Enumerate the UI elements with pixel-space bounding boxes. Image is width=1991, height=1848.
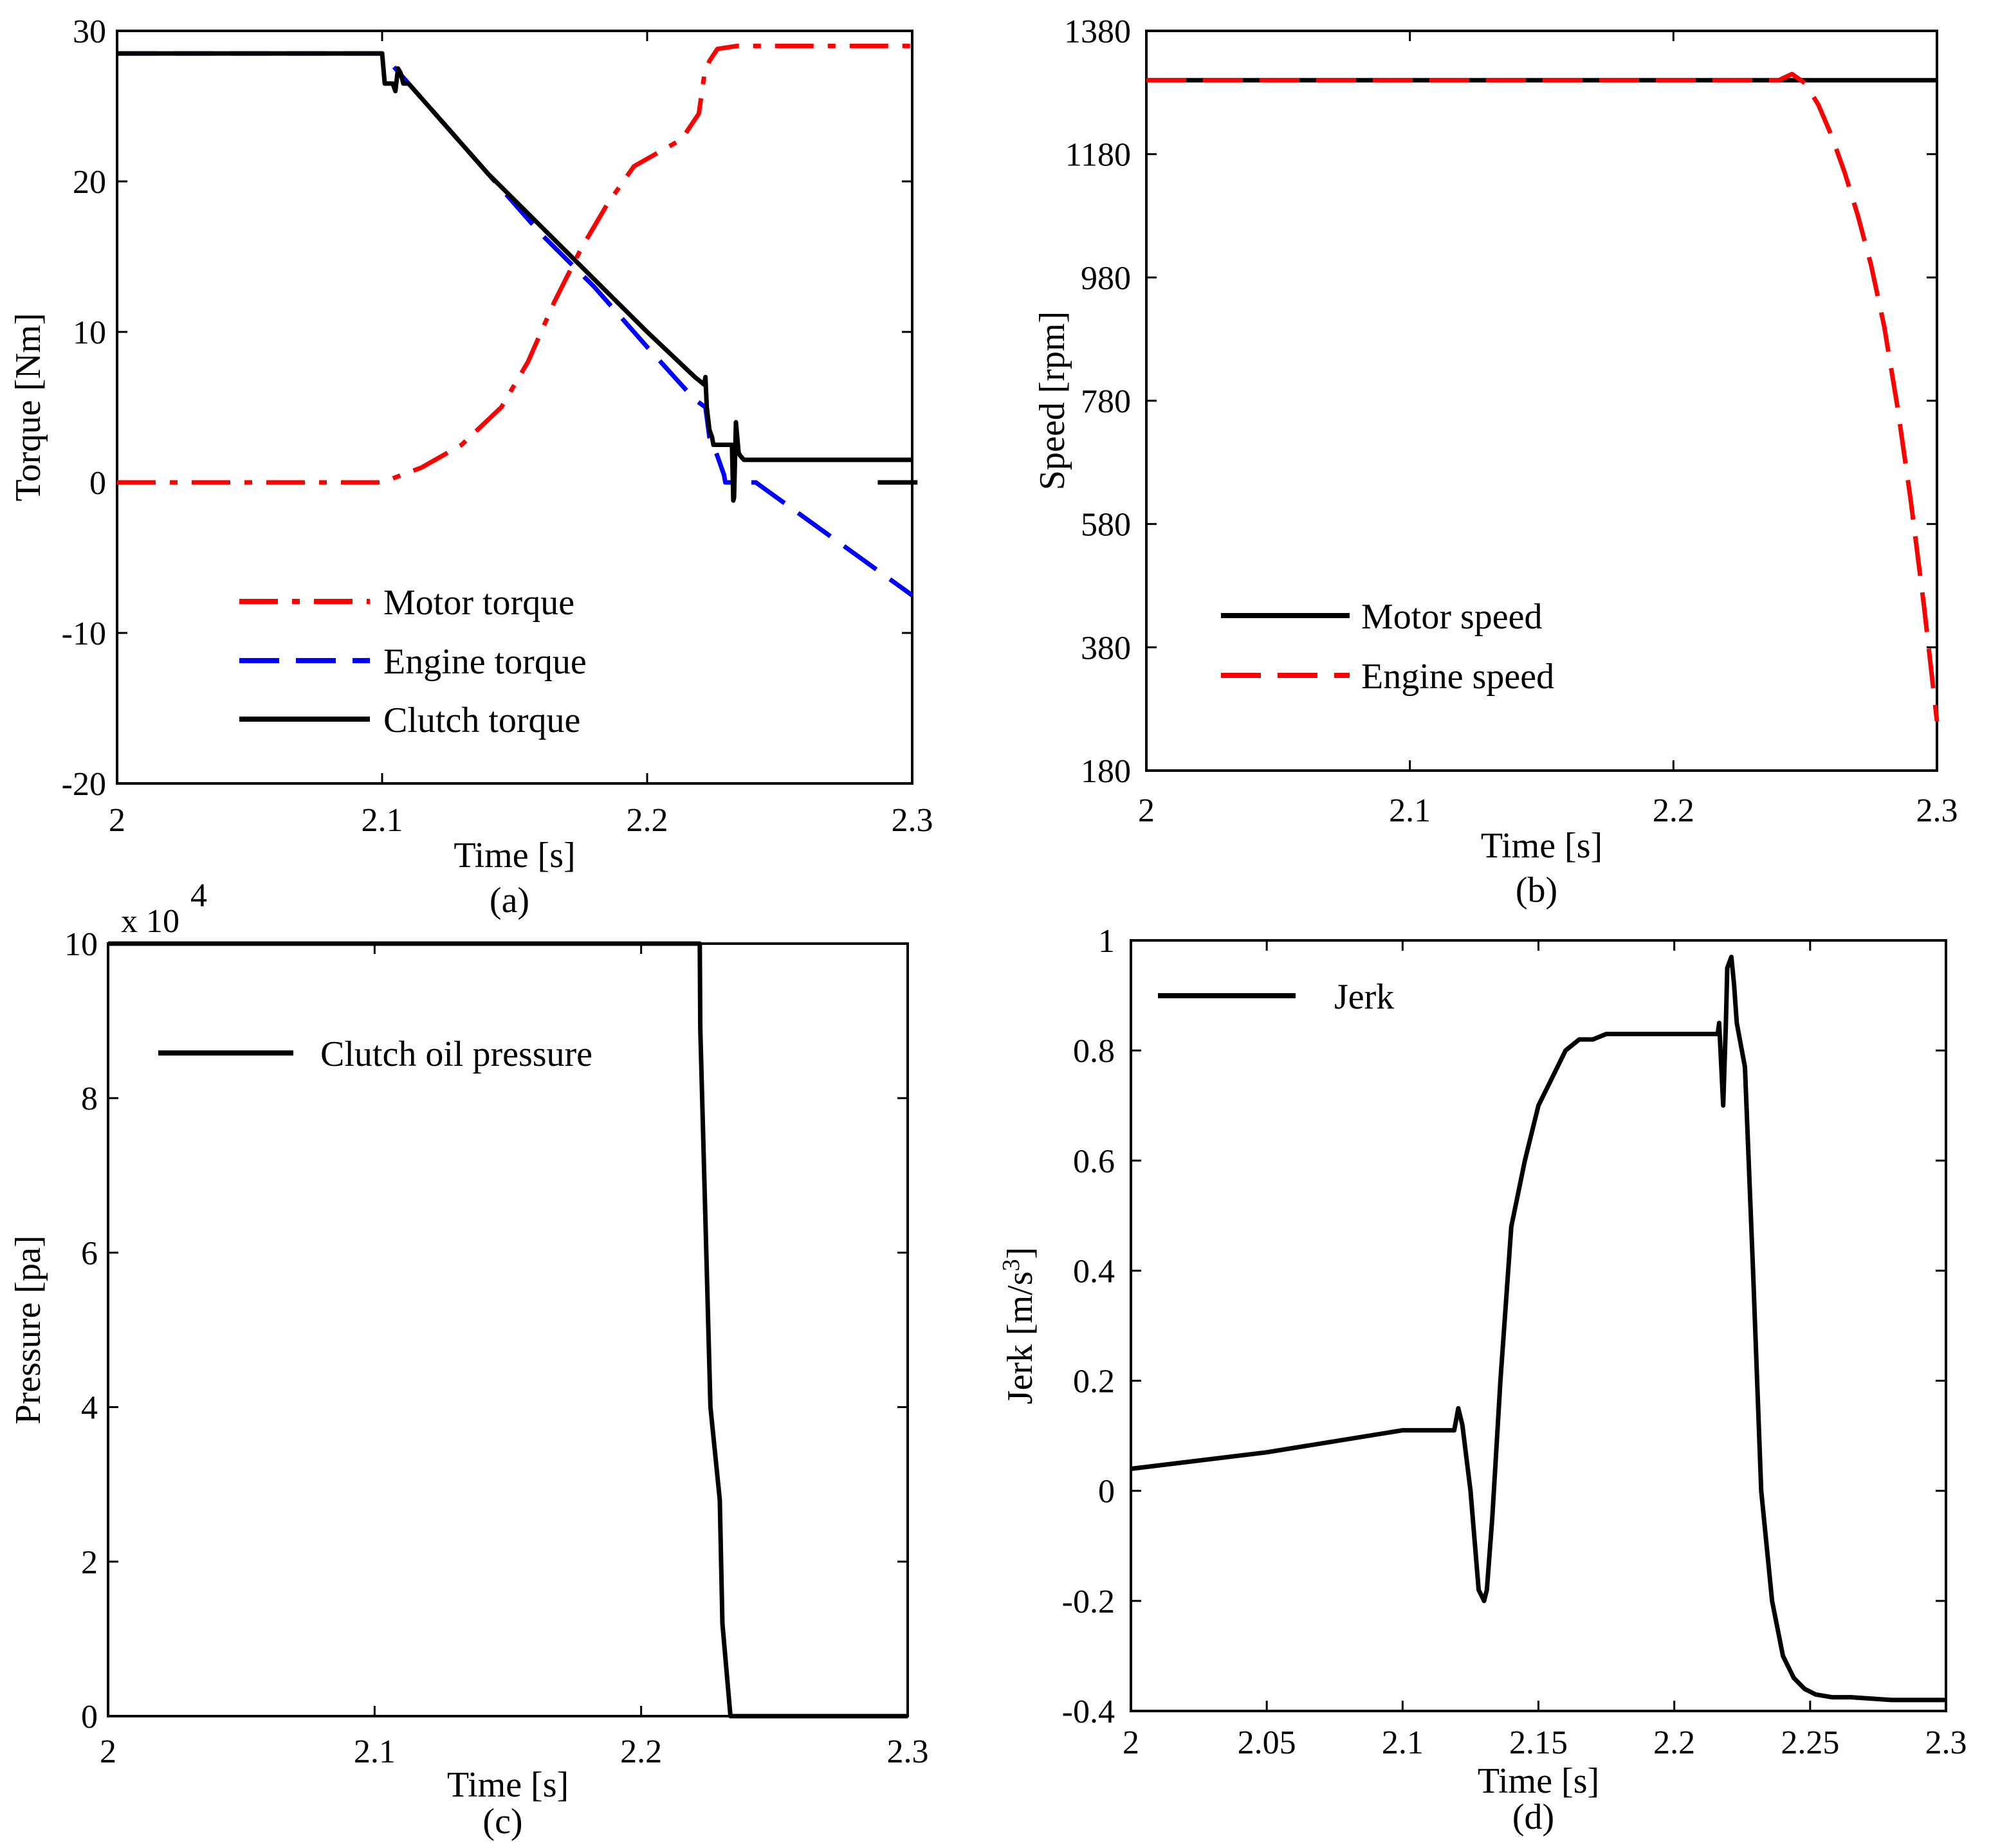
y-multiplier-label: x 10 — [121, 903, 179, 940]
x-tick-label: 2 — [100, 1734, 116, 1770]
chart-panel-2: 2 2.1 2.2 2.3 180 380 580 780 980 1180 1380 Time [s… — [1032, 14, 1958, 910]
series-line-motor-torque — [117, 43, 912, 485]
y-tick-label: 380 — [1081, 630, 1131, 666]
x-tick-label: 2.25 — [1781, 1724, 1839, 1761]
chart-panel-4: 2 2.05 2.1 2.15 2.2 2.25 2.3 -0.4 -0.2 0 0.2 0.4 0.6… — [998, 923, 1967, 1837]
y-tick-label: 980 — [1081, 260, 1131, 297]
x-tick-label: 2.2 — [1653, 1724, 1695, 1761]
y-tick-label: 780 — [1081, 383, 1131, 420]
y-tick-label: 1380 — [1064, 14, 1131, 50]
legend-label: Clutch oil pressure — [320, 1034, 592, 1074]
y-tick-label: -10 — [62, 616, 106, 652]
x-tick-label: 2.1 — [354, 1734, 396, 1770]
x-tick-label: 2.2 — [620, 1734, 662, 1770]
x-tick-label: 2.1 — [1382, 1724, 1424, 1761]
x-tick-label: 2.3 — [892, 802, 933, 839]
y-tick-label: -0.2 — [1062, 1584, 1115, 1620]
x-tick-label: 2.1 — [362, 802, 403, 839]
y-tick-label: 1180 — [1065, 137, 1131, 174]
x-axis-label: Time [s] — [1481, 826, 1602, 866]
plot-frame — [1130, 939, 1947, 1712]
y-multiplier-exponent: 4 — [190, 877, 207, 914]
x-tick-label: 2 — [1138, 792, 1155, 829]
y-tick-label: 10 — [73, 315, 106, 351]
legend-label: Engine speed — [1361, 657, 1554, 697]
y-tick-label: 0.6 — [1073, 1143, 1115, 1180]
x-tick-label: 2.3 — [887, 1734, 929, 1770]
y-tick-label: 0 — [81, 1699, 98, 1735]
series-line-clutch-oil-pressure — [108, 941, 908, 1719]
series-line-engine-speed — [1146, 71, 1940, 722]
y-tick-label: 20 — [73, 164, 106, 201]
y-tick-label: 10 — [64, 926, 98, 963]
x-tick-label: 2 — [109, 802, 125, 839]
series-line-engine-torque — [117, 51, 914, 598]
y-tick-label: -0.4 — [1062, 1694, 1115, 1730]
panel-caption: (c) — [482, 1802, 522, 1842]
y-tick-label: 180 — [1081, 753, 1131, 790]
y-tick-label: 2 — [81, 1544, 98, 1581]
y-tick-label: 0.4 — [1073, 1253, 1115, 1290]
panel-caption: (b) — [1516, 870, 1557, 910]
x-axis-label: Time [s] — [454, 836, 575, 875]
y-axis-label: Speed [rpm] — [1032, 311, 1072, 490]
legend-label: Motor speed — [1361, 597, 1543, 637]
series-line-clutch-torque — [117, 51, 912, 503]
x-tick-label: 2.15 — [1509, 1724, 1568, 1761]
y-tick-label: 4 — [81, 1390, 98, 1427]
y-tick-label: 6 — [81, 1235, 98, 1272]
chart-panel-1: 2 2.1 2.2 2.3 -20 -10 0 10 20 30 Time [s] Torque [N… — [8, 14, 933, 920]
y-tick-label: 0 — [89, 465, 106, 502]
y-tick-label: -20 — [62, 766, 106, 803]
panel-caption: (a) — [490, 881, 529, 920]
x-axis-label: Time [s] — [447, 1765, 569, 1805]
x-axis-label: Time [s] — [1478, 1761, 1599, 1801]
y-axis-label: Torque [Nm] — [8, 313, 48, 501]
x-tick-label: 2.2 — [627, 802, 668, 839]
y-tick-label: 0 — [1098, 1474, 1115, 1510]
y-tick-label: 1 — [1098, 923, 1115, 960]
y-tick-label: 0.2 — [1073, 1364, 1115, 1400]
legend-label: Motor torque — [383, 583, 574, 623]
x-tick-label: 2.3 — [1925, 1724, 1967, 1761]
legend-label: Clutch torque — [383, 700, 580, 740]
legend-label: Jerk — [1334, 977, 1394, 1017]
y-tick-label: 8 — [81, 1081, 98, 1117]
y-axis-label: Pressure [pa] — [8, 1236, 48, 1425]
y-tick-label: 30 — [73, 14, 106, 50]
y-tick-label: 0.8 — [1073, 1033, 1115, 1070]
x-tick-label: 2.3 — [1916, 792, 1958, 829]
x-tick-label: 2.1 — [1389, 792, 1431, 829]
x-tick-label: 2.05 — [1238, 1724, 1296, 1761]
series-line-jerk — [1130, 955, 1946, 1703]
plot-frame — [116, 30, 913, 785]
legend-label: Engine torque — [383, 642, 587, 682]
x-tick-label: 2.2 — [1653, 792, 1694, 829]
panel-caption: (d) — [1512, 1797, 1554, 1837]
x-tick-label: 2 — [1123, 1724, 1139, 1761]
y-tick-label: 580 — [1081, 507, 1131, 544]
y-axis-label: Jerk [m/s3] — [998, 1247, 1040, 1405]
